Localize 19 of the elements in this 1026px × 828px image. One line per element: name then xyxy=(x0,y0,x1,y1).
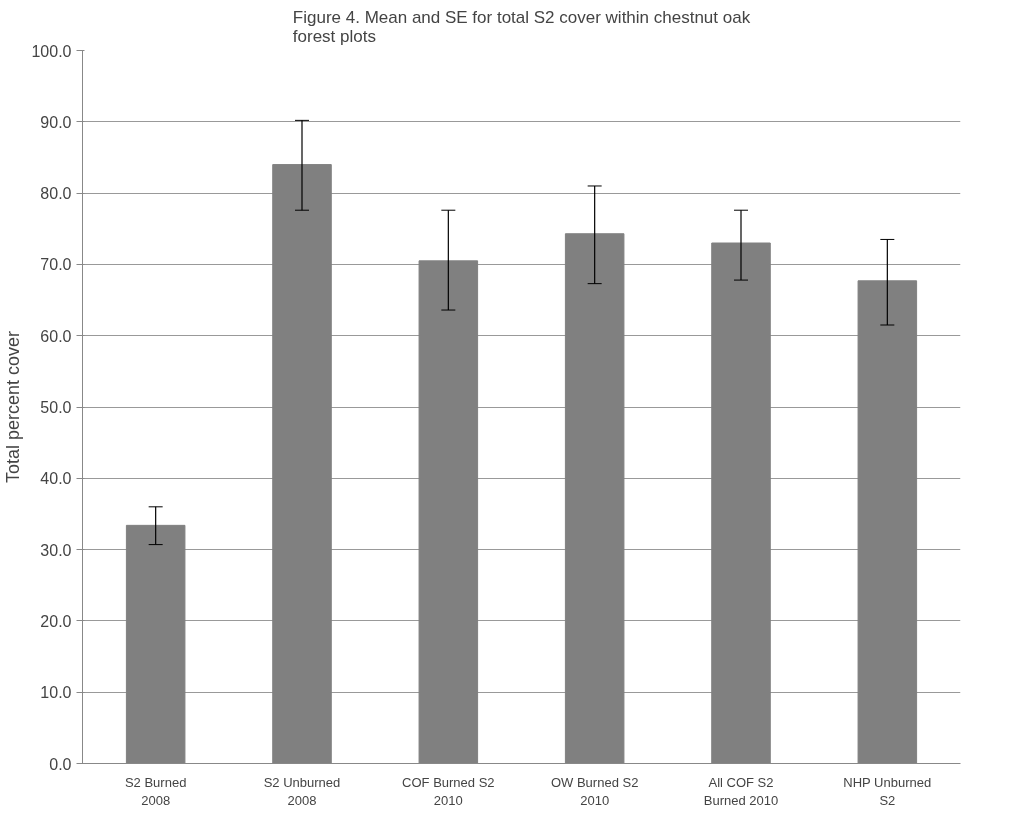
y-tick-label: 10.0 xyxy=(40,684,72,702)
y-tick-label: 40.0 xyxy=(40,470,72,488)
x-tick-label: OW Burned S2 2010 xyxy=(550,774,639,808)
y-tick-label: 70.0 xyxy=(40,256,72,274)
y-tick-label: 100.0 xyxy=(31,42,72,60)
x-tick-label: NHP Unburned S2 xyxy=(843,774,932,808)
y-tick-label: 50.0 xyxy=(40,399,72,416)
y-tick-label: 30.0 xyxy=(40,541,72,559)
y-tick-label: 60.0 xyxy=(40,327,72,345)
y-tick-label: 80.0 xyxy=(40,185,72,203)
y-tick-label: 20.0 xyxy=(40,612,72,630)
x-tick-label: S2 Unburned 2008 xyxy=(263,774,341,808)
y-axis-title: Total percent cover xyxy=(3,330,24,484)
y-tick-label: 90.0 xyxy=(40,113,72,131)
x-tick-label: COF Burned S2 2010 xyxy=(402,774,495,808)
y-tick-label: 0.0 xyxy=(49,755,72,773)
chart-title: Figure 4. Mean and SE for total S2 cover within chestnut oak forest plots xyxy=(292,7,751,46)
x-tick-label: All COF S2 Burned 2010 xyxy=(703,774,779,808)
x-tick-label: S2 Burned 2008 xyxy=(124,774,187,808)
